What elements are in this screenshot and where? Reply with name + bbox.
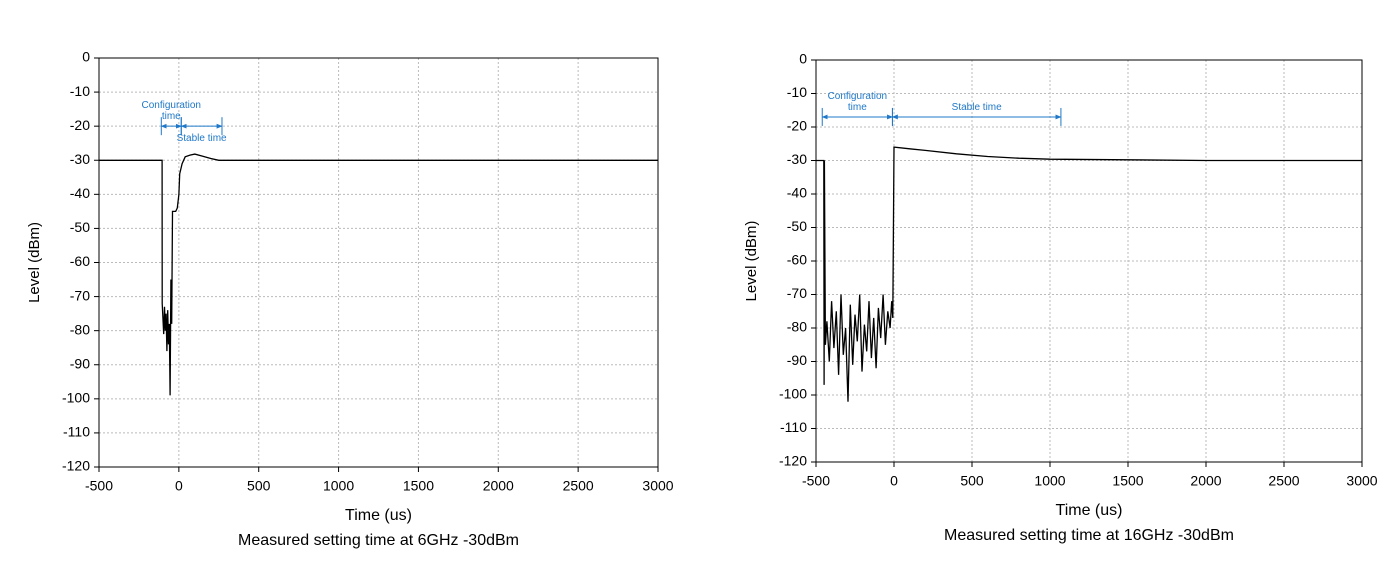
annotation-label: Stable time <box>176 133 227 145</box>
y-tick-label: -90 <box>787 352 807 368</box>
y-tick-label: -70 <box>70 287 90 303</box>
x-tick-label: 1000 <box>1034 473 1065 489</box>
x-tick-label: 1500 <box>1112 473 1143 489</box>
y-tick-label: -110 <box>780 419 807 435</box>
x-tick-label: -500 <box>85 478 113 494</box>
x-tick-label: 500 <box>960 473 984 489</box>
y-tick-label: -60 <box>787 252 807 268</box>
x-tick-label: -500 <box>802 473 830 489</box>
x-tick-label: 2500 <box>563 478 594 494</box>
y-tick-label: -80 <box>70 321 90 337</box>
x-tick-label: 2000 <box>483 478 514 494</box>
y-tick-label: -90 <box>70 355 90 371</box>
x-tick-label: 2500 <box>1268 473 1299 489</box>
y-tick-label: -20 <box>787 118 807 134</box>
y-tick-label: -100 <box>62 390 90 406</box>
x-tick-label: 0 <box>890 473 898 489</box>
plot-frame <box>98 57 659 468</box>
y-tick-label: -20 <box>70 117 90 133</box>
y-tick-label: -120 <box>62 458 90 474</box>
x-tick-label: 1000 <box>323 478 354 494</box>
y-tick-label: -10 <box>70 83 90 99</box>
y-tick-label: -40 <box>70 185 90 201</box>
y-tick-label: -120 <box>779 453 807 469</box>
y-axis-label: Level (dBm) <box>26 222 43 303</box>
x-tick-label: 0 <box>175 478 183 494</box>
level-line <box>816 146 1362 402</box>
y-tick-label: -50 <box>70 219 90 235</box>
y-tick-label: -110 <box>63 424 90 440</box>
x-tick-label: 1500 <box>403 478 434 494</box>
y-tick-label: -100 <box>779 386 807 402</box>
x-tick-label: 3000 <box>1346 473 1377 489</box>
x-axis-label: Time (us) <box>345 507 412 524</box>
y-tick-label: -70 <box>787 285 807 301</box>
y-tick-label: -50 <box>787 218 807 234</box>
plot-frame <box>815 59 1363 463</box>
y-axis-label: Level (dBm) <box>743 221 760 302</box>
y-tick-label: -10 <box>787 84 807 100</box>
y-tick-label: -80 <box>787 319 807 335</box>
x-tick-label: 500 <box>247 478 271 494</box>
y-tick-label: -30 <box>787 151 807 167</box>
level-line <box>99 153 658 396</box>
y-tick-label: 0 <box>82 49 90 65</box>
y-tick-label: -30 <box>70 151 90 167</box>
x-tick-label: 3000 <box>642 478 673 494</box>
y-tick-label: 0 <box>799 51 807 67</box>
x-axis-label: Time (us) <box>1056 502 1123 519</box>
annotation-label: Stable time <box>951 101 1002 113</box>
chart-caption: Measured setting time at 16GHz -30dBm <box>944 527 1234 544</box>
y-tick-label: -40 <box>787 185 807 201</box>
y-tick-label: -60 <box>70 253 90 269</box>
chart-caption: Measured setting time at 6GHz -30dBm <box>238 532 519 549</box>
annotation-label: Configuration time <box>141 100 201 123</box>
x-tick-label: 2000 <box>1190 473 1221 489</box>
annotation-label: Configuration time <box>827 90 888 113</box>
